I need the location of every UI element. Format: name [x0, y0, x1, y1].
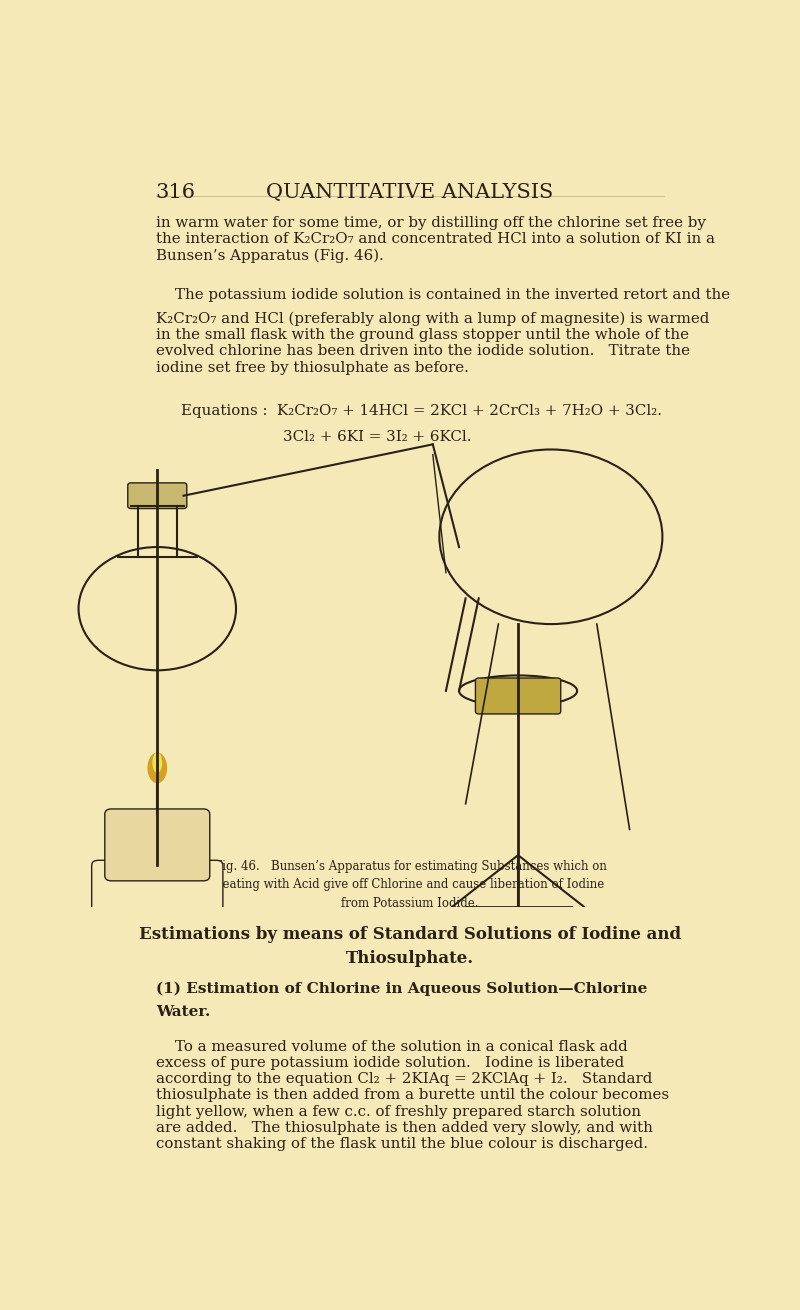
Text: Fig. 46.   Bunsen’s Apparatus for estimating Substances which on: Fig. 46. Bunsen’s Apparatus for estimati… — [214, 861, 606, 874]
Text: To a measured volume of the solution in a conical flask add
excess of pure potas: To a measured volume of the solution in … — [156, 1040, 669, 1151]
FancyBboxPatch shape — [128, 483, 186, 508]
Text: K₂Cr₂O₇ and HCl (preferably along with a lump of magnesite) is warmed
in the sma: K₂Cr₂O₇ and HCl (preferably along with a… — [156, 312, 709, 375]
Text: Water.: Water. — [156, 1005, 210, 1018]
Text: The potassium iodide solution is contained in the inverted retort and the: The potassium iodide solution is contain… — [156, 288, 730, 303]
Text: 3Cl₂ + 6KI = 3I₂ + 6KCl.: 3Cl₂ + 6KI = 3I₂ + 6KCl. — [283, 430, 471, 444]
FancyBboxPatch shape — [92, 861, 223, 912]
Text: Estimations by means of Standard Solutions of Iodine and: Estimations by means of Standard Solutio… — [139, 926, 681, 943]
Text: from Potassium Iodide.: from Potassium Iodide. — [342, 896, 478, 909]
Text: 316: 316 — [156, 183, 196, 203]
Ellipse shape — [152, 752, 162, 773]
Text: Equations :  K₂Cr₂O₇ + 14HCl = 2KCl + 2CrCl₃ + 7H₂O + 3Cl₂.: Equations : K₂Cr₂O₇ + 14HCl = 2KCl + 2Cr… — [181, 405, 662, 418]
Ellipse shape — [147, 752, 167, 783]
Text: QUANTITATIVE ANALYSIS: QUANTITATIVE ANALYSIS — [266, 183, 554, 203]
Text: (1) Estimation of Chlorine in Aqueous Solution—Chlorine: (1) Estimation of Chlorine in Aqueous So… — [156, 981, 647, 996]
Text: in warm water for some time, or by distilling off the chlorine set free by
the i: in warm water for some time, or by disti… — [156, 216, 715, 262]
FancyBboxPatch shape — [105, 810, 210, 880]
Text: Thiosulphate.: Thiosulphate. — [346, 950, 474, 967]
Text: heating with Acid give off Chlorine and cause liberation of Iodine: heating with Acid give off Chlorine and … — [215, 879, 605, 891]
FancyBboxPatch shape — [475, 679, 561, 714]
